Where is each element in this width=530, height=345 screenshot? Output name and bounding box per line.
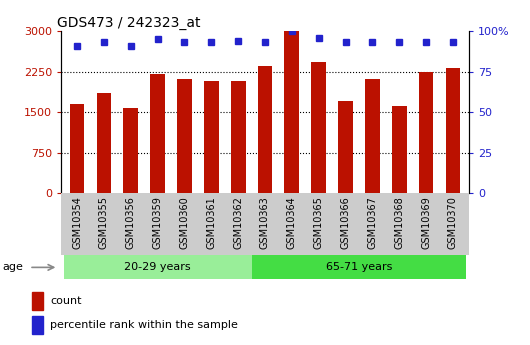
Bar <box>285 31 299 193</box>
Bar <box>446 68 461 193</box>
Bar <box>365 79 380 193</box>
Text: GSM10361: GSM10361 <box>206 196 216 249</box>
Text: GSM10356: GSM10356 <box>126 196 136 249</box>
Bar <box>392 106 407 193</box>
Text: GSM10370: GSM10370 <box>448 196 458 249</box>
Text: GDS473 / 242323_at: GDS473 / 242323_at <box>57 16 200 30</box>
Bar <box>419 71 434 193</box>
Bar <box>204 81 219 193</box>
Bar <box>231 81 245 193</box>
Text: GSM10359: GSM10359 <box>153 196 163 249</box>
FancyBboxPatch shape <box>252 255 466 279</box>
Text: GSM10366: GSM10366 <box>341 196 350 249</box>
Bar <box>96 93 111 193</box>
FancyBboxPatch shape <box>64 255 252 279</box>
Bar <box>177 79 192 193</box>
Text: GSM10365: GSM10365 <box>314 196 324 249</box>
Bar <box>123 108 138 193</box>
Text: GSM10355: GSM10355 <box>99 196 109 249</box>
Bar <box>150 74 165 193</box>
Text: age: age <box>3 263 23 272</box>
Text: GSM10363: GSM10363 <box>260 196 270 249</box>
Text: GSM10360: GSM10360 <box>180 196 189 249</box>
Text: 20-29 years: 20-29 years <box>125 263 191 272</box>
Bar <box>338 101 353 193</box>
Bar <box>258 66 272 193</box>
Text: 65-71 years: 65-71 years <box>326 263 392 272</box>
Text: GSM10354: GSM10354 <box>72 196 82 249</box>
Bar <box>311 62 326 193</box>
Bar <box>69 104 84 193</box>
Bar <box>32 292 43 310</box>
Bar <box>32 316 43 334</box>
Text: GSM10369: GSM10369 <box>421 196 431 249</box>
Text: GSM10362: GSM10362 <box>233 196 243 249</box>
Text: GSM10367: GSM10367 <box>367 196 377 249</box>
Text: percentile rank within the sample: percentile rank within the sample <box>50 320 238 330</box>
Text: GSM10368: GSM10368 <box>394 196 404 249</box>
Text: GSM10364: GSM10364 <box>287 196 297 249</box>
Text: count: count <box>50 296 82 306</box>
